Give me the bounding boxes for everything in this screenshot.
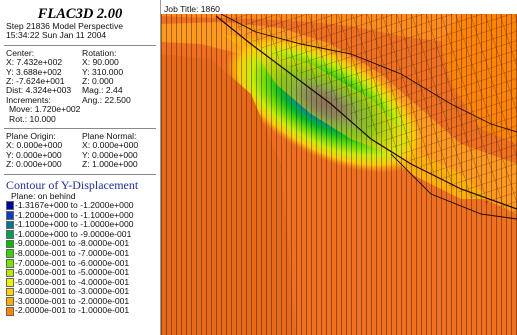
center-x: X: 7.432e+002 <box>6 57 63 68</box>
legend-label: -3.0000e-001 to -2.0000e-001 <box>15 295 130 306</box>
model-mesh-view[interactable] <box>161 14 517 335</box>
move-increment: Move: 1.720e+002 <box>9 104 81 115</box>
rotation-x: X: 90.000 <box>82 57 119 68</box>
legend-label: -6.0000e-001 to -5.0000e-001 <box>15 267 130 278</box>
center-z: Z: -7.624e+001 <box>6 75 65 86</box>
plane-origin-label: Plane Origin: <box>6 130 56 141</box>
legend-swatch <box>6 249 14 258</box>
contour-title: Contour of Y-Displacement <box>6 177 139 192</box>
legend-swatch <box>6 239 14 249</box>
legend-row: -1.2000e+000 to -1.1000e+000 <box>0 209 160 221</box>
legend-label: -1.2000e+000 to -1.1000e+000 <box>15 209 134 220</box>
legend-swatch <box>6 306 14 316</box>
plane-normal-label: Plane Normal: <box>82 130 137 141</box>
model-viewport[interactable]: Job Title: 1860 <box>161 0 517 335</box>
legend-label: -8.0000e-001 to -7.0000e-001 <box>15 247 130 258</box>
legend-swatch <box>6 201 14 211</box>
legend-row: -6.0000e-001 to -5.0000e-001 <box>0 267 160 278</box>
rot-increment: Rot.: 10.000 <box>9 113 56 124</box>
legend-row: -8.0000e-001 to -7.0000e-001 <box>0 247 160 259</box>
legend-label: -4.0000e-001 to -3.0000e-001 <box>15 286 130 297</box>
legend-row: -2.0000e-001 to -1.0000e-001 <box>0 306 160 316</box>
rotation-z: Z: 0.000 <box>82 75 114 86</box>
legend-row: -7.0000e-001 to -6.0000e-001 <box>0 257 160 269</box>
legend-swatch <box>6 211 14 220</box>
legend-row: -5.0000e-001 to -4.0000e-001 <box>0 276 160 288</box>
app-title: FLAC3D 2.00 <box>37 6 123 22</box>
legend-row: -1.0000e+000 to -9.0000e-001 <box>0 228 160 240</box>
distance: Dist: 4.324e+003 <box>6 85 72 96</box>
view-row-y: Y: 3.688e+002 Y: 310.000 <box>0 66 160 77</box>
legend-label: -2.0000e-001 to -1.0000e-001 <box>15 305 130 316</box>
center-label: Center: <box>6 47 35 58</box>
plane-header-row: Plane Origin: Plane Normal: <box>0 130 160 141</box>
center-y: Y: 3.688e+002 <box>6 66 62 77</box>
view-row-dist: Dist: 4.324e+003 Mag.: 2.44 <box>0 85 160 96</box>
legend-swatch <box>6 220 14 230</box>
view-row-increments: Increments: Ang.: 22.500 <box>0 94 160 105</box>
timestamp: 15:34:22 Sun Jan 11 2004 <box>6 30 107 41</box>
toe-line <box>390 153 517 220</box>
panel-divider <box>160 0 161 335</box>
surface-grid-mesh <box>221 14 517 214</box>
slope-ridge-line <box>215 15 517 210</box>
plane-origin-z: Z: 0.000e+000 <box>6 159 62 170</box>
plane-row-y: Y: 0.000e+000 Y: 0.000e+000 <box>0 149 160 160</box>
plane-normal-z: Z: 1.000e+000 <box>82 159 138 170</box>
plane-row-z: Z: 0.000e+000 Z: 1.000e+000 <box>0 159 160 170</box>
legend-swatch <box>6 297 14 306</box>
legend-label: -9.0000e-001 to -8.0000e-001 <box>15 238 130 249</box>
legend-row: -3.0000e-001 to -2.0000e-001 <box>0 295 160 307</box>
legend-swatch <box>6 259 14 268</box>
plane-origin-x: X: 0.000e+000 <box>6 140 63 151</box>
rotation-label: Rotation: <box>82 47 117 58</box>
job-title: Job Title: 1860 <box>164 4 220 14</box>
view-row-z: Z: -7.624e+001 Z: 0.000 <box>0 75 160 86</box>
plane-row-x: X: 0.000e+000 X: 0.000e+000 <box>0 140 160 151</box>
step-line: Step 21836 Model Perspective <box>6 21 124 31</box>
legend-swatch <box>6 287 14 297</box>
legend-label: -1.1000e+000 to -1.0000e+000 <box>15 219 134 230</box>
divider-line <box>4 127 156 129</box>
legend-swatch <box>6 230 14 239</box>
contour-legend: -1.3167e+000 to -1.2000e+000 -1.2000e+000… <box>0 199 160 316</box>
view-row-x: X: 7.432e+002 X: 90.000 <box>0 57 160 68</box>
divider-line <box>4 44 156 46</box>
plane-normal-y: Y: 0.000e+000 <box>82 149 138 160</box>
legend-row: -1.3167e+000 to -1.2000e+000 <box>0 199 160 211</box>
angle-increment: Ang.: 22.500 <box>82 94 131 105</box>
legend-row: -9.0000e-001 to -8.0000e-001 <box>0 238 160 249</box>
plane-mode: Plane: on behind <box>11 190 76 201</box>
increments-label: Increments: <box>6 94 51 105</box>
plane-origin-y: Y: 0.000e+000 <box>6 149 62 160</box>
legend-label: -5.0000e-001 to -4.0000e-001 <box>15 276 130 287</box>
legend-label: -7.0000e-001 to -6.0000e-001 <box>15 257 130 268</box>
slope-crest-line <box>220 14 517 133</box>
legend-swatch <box>6 268 14 278</box>
plane-normal-x: X: 0.000e+000 <box>82 140 139 151</box>
rotation-y: Y: 310.000 <box>82 66 124 77</box>
legend-label: -1.0000e+000 to -9.0000e-001 <box>15 228 132 239</box>
magnification: Mag.: 2.44 <box>82 85 123 96</box>
legend-swatch <box>6 278 14 287</box>
divider-line <box>4 173 156 175</box>
info-panel: FLAC3D 2.00 Step 21836 Model Perspective… <box>0 0 160 335</box>
legend-label: -1.3167e+000 to -1.2000e+000 <box>15 199 134 210</box>
legend-row: -4.0000e-001 to -3.0000e-001 <box>0 286 160 297</box>
view-header-row: Center: Rotation: <box>0 47 160 58</box>
legend-row: -1.1000e+000 to -1.0000e+000 <box>0 219 160 230</box>
